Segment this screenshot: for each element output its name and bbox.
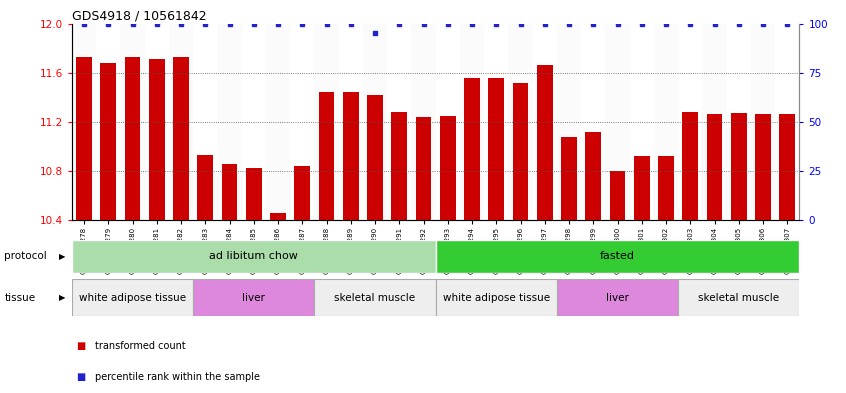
- Bar: [779, 114, 795, 220]
- Text: tissue: tissue: [4, 293, 36, 303]
- Bar: [217, 24, 242, 220]
- Bar: [120, 24, 145, 220]
- Bar: [392, 112, 407, 220]
- Bar: [683, 112, 698, 220]
- Bar: [436, 240, 799, 273]
- Bar: [557, 24, 581, 220]
- Bar: [72, 24, 96, 220]
- Text: liver: liver: [606, 293, 629, 303]
- Text: ad libitum chow: ad libitum chow: [209, 252, 299, 261]
- Bar: [488, 78, 504, 220]
- Bar: [124, 57, 140, 220]
- Bar: [197, 155, 213, 220]
- Bar: [76, 57, 92, 220]
- Bar: [606, 24, 629, 220]
- Bar: [266, 24, 290, 220]
- Bar: [508, 24, 533, 220]
- Text: ■: ■: [76, 341, 85, 351]
- Bar: [193, 279, 315, 316]
- Text: white adipose tissue: white adipose tissue: [79, 293, 186, 303]
- Text: protocol: protocol: [4, 252, 47, 261]
- Bar: [169, 24, 193, 220]
- Bar: [72, 279, 193, 316]
- Text: liver: liver: [242, 293, 266, 303]
- Bar: [702, 24, 727, 220]
- Bar: [585, 132, 602, 220]
- Text: white adipose tissue: white adipose tissue: [442, 293, 550, 303]
- Bar: [363, 24, 387, 220]
- Bar: [343, 92, 359, 220]
- Bar: [634, 156, 650, 220]
- Text: fasted: fasted: [600, 252, 635, 261]
- Bar: [678, 279, 799, 316]
- Bar: [415, 117, 431, 220]
- Bar: [149, 59, 165, 220]
- Bar: [173, 57, 189, 220]
- Bar: [315, 24, 338, 220]
- Bar: [367, 95, 383, 220]
- Bar: [561, 137, 577, 220]
- Bar: [436, 279, 557, 316]
- Bar: [440, 116, 456, 220]
- Bar: [731, 113, 747, 220]
- Text: ▶: ▶: [58, 252, 65, 261]
- Bar: [460, 24, 484, 220]
- Bar: [610, 171, 625, 220]
- Bar: [658, 156, 674, 220]
- Text: GDS4918 / 10561842: GDS4918 / 10561842: [72, 9, 206, 22]
- Bar: [294, 166, 310, 220]
- Bar: [411, 24, 436, 220]
- Bar: [222, 163, 238, 220]
- Text: percentile rank within the sample: percentile rank within the sample: [95, 372, 260, 382]
- Bar: [706, 114, 722, 220]
- Bar: [319, 92, 334, 220]
- Bar: [751, 24, 775, 220]
- Bar: [755, 114, 771, 220]
- Bar: [246, 169, 261, 220]
- Text: skeletal muscle: skeletal muscle: [334, 293, 415, 303]
- Bar: [537, 65, 552, 220]
- Bar: [513, 83, 529, 220]
- Text: transformed count: transformed count: [95, 341, 185, 351]
- Text: skeletal muscle: skeletal muscle: [698, 293, 779, 303]
- Bar: [101, 63, 116, 220]
- Text: ▶: ▶: [58, 293, 65, 302]
- Bar: [654, 24, 678, 220]
- Bar: [557, 279, 678, 316]
- Bar: [72, 240, 436, 273]
- Text: ■: ■: [76, 372, 85, 382]
- Bar: [464, 78, 480, 220]
- Bar: [270, 213, 286, 220]
- Bar: [315, 279, 436, 316]
